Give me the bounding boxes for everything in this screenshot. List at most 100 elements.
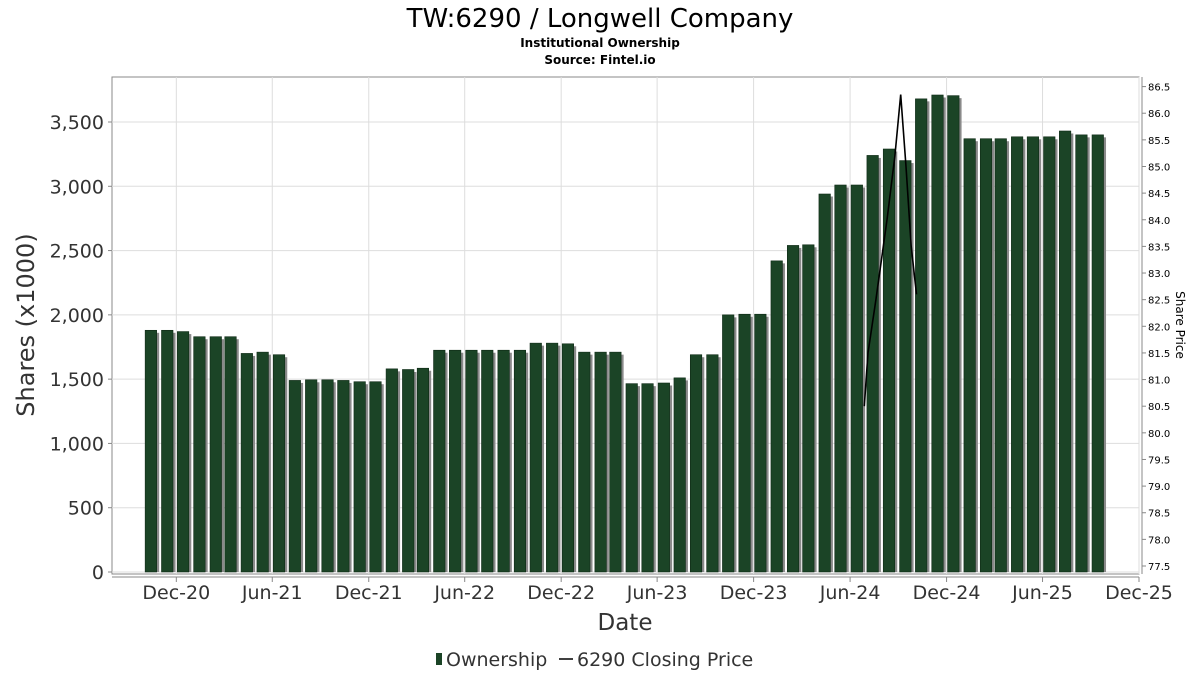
ownership-bar <box>513 349 527 573</box>
ownership-bar <box>1091 134 1104 573</box>
ownership-bar <box>994 138 1007 573</box>
y-tick-label: 3,000 <box>50 176 104 198</box>
x-tick-label: Jun-22 <box>433 582 495 604</box>
ownership-bar <box>193 336 206 573</box>
ownership-bar <box>272 354 286 573</box>
ownership-bar <box>963 138 976 573</box>
legend: Ownership 6290 Closing Price <box>436 649 753 671</box>
ownership-bar <box>931 94 944 573</box>
ownership-bar <box>497 349 510 573</box>
ownership-bar <box>433 349 446 573</box>
ownership-bar <box>834 184 847 573</box>
y2-tick-label: 86.0 <box>1148 109 1170 120</box>
ownership-bar <box>416 367 429 573</box>
x-tick-label: Jun-21 <box>241 582 303 604</box>
ownership-bar <box>609 351 622 573</box>
ownership-bar <box>979 138 993 573</box>
y2-tick-label: 84.5 <box>1148 189 1170 200</box>
ownership-bar <box>561 343 574 573</box>
ownership-bar <box>385 368 398 573</box>
ownership-bars <box>144 94 1107 573</box>
x-axis-title: Date <box>598 610 653 636</box>
y-tick-label: 3,500 <box>50 112 104 134</box>
chart-source: Source: Fintel.io <box>544 53 655 67</box>
ownership-bar <box>882 148 896 573</box>
ownership-bar <box>161 329 174 573</box>
ownership-bar <box>625 383 638 573</box>
x-tick-label: Dec-24 <box>913 582 981 604</box>
right-y-axis: 77.5 78.0 78.5 79.0 79.5 80.0 80.5 81.0 81.5 82.0… <box>1141 77 1170 574</box>
ownership-bar <box>529 342 542 573</box>
ownership-bar <box>256 351 269 573</box>
ownership-bar <box>738 313 751 573</box>
ownership-bar <box>1075 134 1088 573</box>
ownership-bar <box>578 351 591 573</box>
chart-title: TW:6290 / Longwell Company <box>406 4 794 34</box>
ownership-bar <box>546 342 559 573</box>
y-tick-label: 1,500 <box>50 369 104 391</box>
x-tick-label: Dec-20 <box>142 582 210 604</box>
y-tick-label: 1,000 <box>50 433 104 455</box>
y-tick-label: 2,000 <box>50 305 104 327</box>
ownership-bar <box>1011 136 1024 573</box>
ownership-bar <box>144 329 157 573</box>
x-tick-label: Jun-25 <box>1011 582 1073 604</box>
ownership-bar <box>224 336 237 573</box>
ownership-bar <box>1026 136 1039 573</box>
ownership-bar <box>1043 136 1056 573</box>
ownership-bar <box>449 349 462 573</box>
ownership-bar <box>706 354 719 573</box>
y2-tick-label: 83.5 <box>1148 242 1170 253</box>
legend-ownership-label: Ownership <box>446 649 547 671</box>
ownership-bar <box>288 380 301 573</box>
ownership-bar <box>209 336 222 573</box>
ownership-bar <box>594 351 607 573</box>
ownership-bar <box>689 354 703 573</box>
y-tick-label: 2,500 <box>50 241 104 263</box>
y-tick-label: 500 <box>68 498 104 520</box>
ownership-bar <box>641 383 654 573</box>
ownership-bar <box>402 369 415 573</box>
price-line-layer <box>863 94 918 407</box>
legend-ownership-swatch <box>436 653 442 665</box>
ownership-bar <box>177 331 190 573</box>
x-tick-label: Jun-23 <box>626 582 688 604</box>
y2-tick-label: 77.5 <box>1148 562 1170 573</box>
ownership-bar <box>353 381 366 573</box>
x-tick-label: Jun-24 <box>819 582 881 604</box>
price-line <box>863 94 918 407</box>
x-axis: Dec-20 Jun-21 Dec-21 Jun-22 Dec-22 Jun-23 Dec-… <box>112 576 1173 604</box>
y2-tick-label: 78.0 <box>1148 535 1170 546</box>
y2-tick-label: 80.5 <box>1148 402 1170 413</box>
x-tick-label: Dec-22 <box>527 582 595 604</box>
left-y-axis: 0 500 1,000 1,500 2,000 2,500 3,000 3,500 <box>50 112 112 584</box>
chart-subtitle: Institutional Ownership <box>520 36 680 50</box>
y-axis-title: Shares (x1000) <box>12 233 40 416</box>
ownership-bar <box>866 155 879 573</box>
ownership-bar <box>673 377 686 573</box>
y-tick-label: 0 <box>92 562 104 584</box>
ownership-bar <box>915 98 928 573</box>
y2-tick-label: 80.0 <box>1148 429 1170 440</box>
ownership-bar <box>321 379 334 573</box>
ownership-bar <box>337 380 350 573</box>
ownership-bar <box>1059 130 1072 573</box>
ownership-bar <box>786 245 800 573</box>
y2-tick-label: 83.0 <box>1148 269 1170 280</box>
y2-tick-label: 81.5 <box>1148 349 1170 360</box>
y2-tick-label: 85.0 <box>1148 162 1170 173</box>
ownership-bar <box>754 313 767 573</box>
ownership-bar <box>947 95 960 573</box>
ownership-bar <box>722 314 735 573</box>
y2-tick-label: 79.5 <box>1148 455 1170 466</box>
y2-tick-label: 81.0 <box>1148 376 1170 387</box>
y2-tick-label: 82.5 <box>1148 296 1170 307</box>
x-tick-label: Dec-25 <box>1105 582 1173 604</box>
y2-tick-label: 86.5 <box>1148 83 1170 94</box>
x-tick-label: Dec-21 <box>335 582 403 604</box>
ownership-bar <box>305 379 318 573</box>
ownership-bar <box>850 184 863 573</box>
ownership-bar <box>240 353 253 573</box>
x-tick-label: Dec-23 <box>720 582 788 604</box>
